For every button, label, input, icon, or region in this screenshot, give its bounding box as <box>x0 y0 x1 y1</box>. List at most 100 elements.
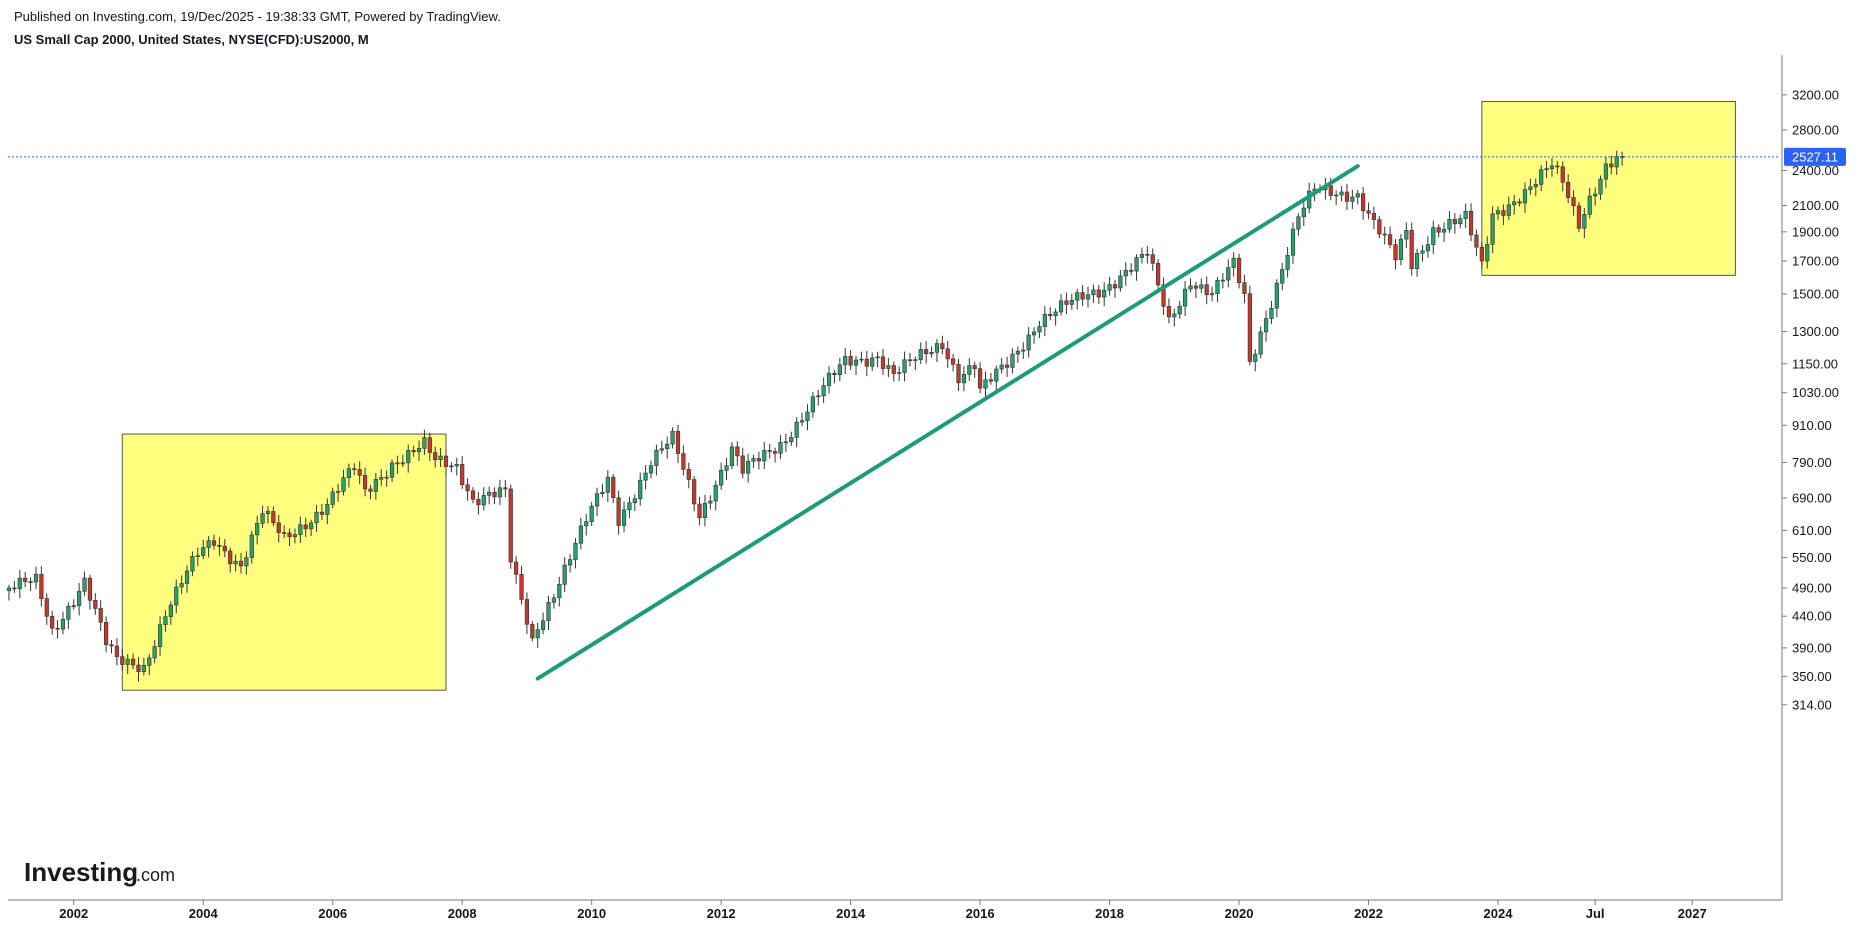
candle-body <box>1150 254 1155 264</box>
candle-body <box>594 493 600 507</box>
candle <box>724 457 729 481</box>
trendline[interactable] <box>535 164 1360 681</box>
candle-body <box>1301 207 1306 218</box>
candle-body <box>1593 193 1598 197</box>
candle-body <box>1080 292 1085 300</box>
candle <box>260 505 265 528</box>
trendline-group[interactable] <box>535 164 1360 681</box>
candle <box>708 495 713 510</box>
candle-body <box>1231 257 1236 268</box>
candle-body <box>913 359 918 361</box>
candle <box>1156 259 1161 293</box>
candle-body <box>104 621 109 645</box>
candle <box>1425 236 1430 258</box>
candle-body <box>562 564 567 585</box>
candle-body <box>201 547 206 556</box>
candle-body <box>1603 163 1609 180</box>
candle <box>1334 190 1339 205</box>
candle <box>621 501 627 533</box>
candle <box>271 506 276 527</box>
y-axis[interactable]: 3200.00 2800.00 2400.00 2100.00 1900.00 1700.… <box>1781 55 1839 900</box>
candle-body <box>1441 228 1447 233</box>
candle <box>1501 204 1506 225</box>
candle <box>692 476 697 512</box>
candle-body <box>1269 307 1274 319</box>
candle-body <box>1107 284 1112 291</box>
candle-body <box>1280 269 1285 284</box>
candle <box>1495 206 1501 221</box>
candle <box>772 447 778 463</box>
candle-body <box>627 502 632 511</box>
candle-body <box>1215 280 1220 294</box>
candle-body <box>244 557 249 567</box>
candle-body <box>120 656 125 665</box>
candle-body <box>724 465 729 471</box>
candle <box>1226 259 1231 288</box>
candle-body <box>298 524 303 535</box>
candle <box>1393 239 1398 270</box>
x-tick-label: 2020 <box>1225 906 1254 921</box>
candle-body <box>335 491 341 493</box>
candle-body <box>1042 313 1047 327</box>
candle <box>1069 293 1074 310</box>
x-axis[interactable]: 2002 2004 2006 2008 2010 2012 2014 2016 2018 2020… <box>8 899 1782 921</box>
candle-body <box>1598 178 1603 195</box>
candle-body <box>1102 289 1107 298</box>
candle-body <box>891 365 896 374</box>
candle <box>918 342 923 364</box>
candle <box>1458 214 1463 229</box>
candle <box>1112 280 1118 298</box>
candle-body <box>643 472 648 481</box>
candle <box>330 487 335 509</box>
candle <box>184 565 190 593</box>
x-tick-label: 2018 <box>1095 906 1124 921</box>
candle-body <box>859 358 864 361</box>
candle <box>1096 284 1101 305</box>
x-tick-label: 2022 <box>1354 906 1383 921</box>
candle-body <box>837 364 842 376</box>
candle <box>1220 273 1225 289</box>
candle <box>1603 156 1609 189</box>
candle <box>1075 288 1080 310</box>
candle-body <box>1506 204 1511 216</box>
candle <box>287 528 292 547</box>
candle-body <box>508 488 513 563</box>
candle-body <box>880 356 886 369</box>
candle-body <box>357 469 362 476</box>
candle <box>886 357 891 378</box>
candle <box>654 444 659 476</box>
candle-body <box>589 505 594 522</box>
y-tick-label: 610.00 <box>1792 523 1832 538</box>
candle <box>632 494 637 511</box>
x-tick-label: 2010 <box>577 906 606 921</box>
candle <box>719 462 724 490</box>
candle <box>551 593 556 609</box>
candle <box>368 485 373 500</box>
candle-body <box>783 441 788 444</box>
candle-body <box>87 577 93 601</box>
candle-body <box>157 624 163 647</box>
candle <box>60 611 66 635</box>
candle <box>1555 160 1560 174</box>
candle <box>222 538 227 558</box>
candle <box>659 440 664 454</box>
candle <box>1247 285 1252 366</box>
candle <box>422 429 427 455</box>
candle <box>1183 281 1188 317</box>
candles <box>6 150 1625 682</box>
candle <box>1123 262 1128 286</box>
candle <box>141 657 146 676</box>
candle <box>400 454 405 468</box>
x-tick-label: 2004 <box>189 906 219 921</box>
candle <box>352 463 357 476</box>
candle-body <box>746 460 751 474</box>
candle <box>454 457 459 476</box>
candle-body <box>578 525 583 544</box>
candle-body <box>1355 193 1360 198</box>
candle-body <box>497 487 503 498</box>
candle <box>638 472 643 506</box>
candle-body <box>44 598 49 617</box>
highlight-zone-2[interactable] <box>1481 101 1736 276</box>
candle <box>1593 187 1598 206</box>
